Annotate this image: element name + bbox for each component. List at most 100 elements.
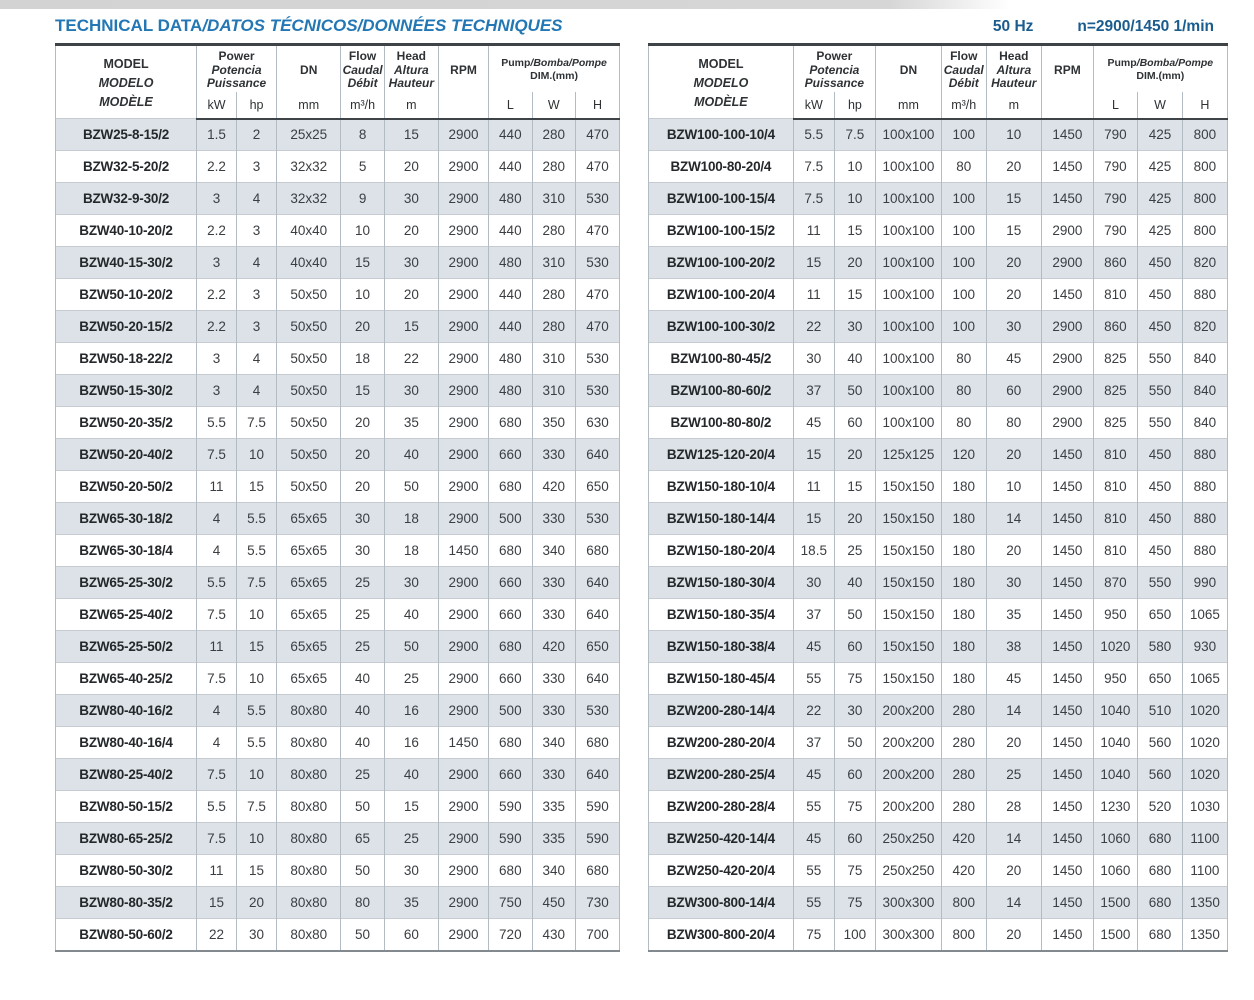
col-head-en: Head — [999, 49, 1029, 64]
rpm-cell: 2900 — [437, 758, 490, 791]
hp-cell: 15 — [236, 470, 278, 503]
head-cell: 30 — [383, 182, 439, 215]
head-cell: 16 — [383, 726, 439, 759]
unit-l: L — [488, 91, 533, 120]
dn-cell: 100x100 — [874, 214, 942, 247]
flow-cell: 20 — [340, 406, 385, 439]
dim-w-cell: 310 — [531, 374, 576, 407]
col-dn-label: DN — [899, 62, 918, 77]
flow-cell: 100 — [940, 246, 987, 279]
table-row: BZW50-18-22/2 3 4 50x50 18 22 2900 480 310 530 — [54, 342, 621, 375]
hp-cell: 20 — [833, 438, 876, 471]
flow-cell: 100 — [940, 310, 987, 343]
unit-rpm — [437, 91, 490, 120]
col-dim-title: Pump/Bomba/Pompe — [490, 57, 618, 70]
dim-h-cell: 640 — [574, 662, 621, 695]
dim-h-cell: 470 — [574, 214, 621, 247]
dn-cell: 65x65 — [276, 630, 342, 663]
dn-cell: 40x40 — [276, 214, 342, 247]
dn-cell: 80x80 — [276, 886, 342, 919]
table-row: BZW250-420-14/4 45 60 250x250 420 14 1450 1060 6… — [648, 822, 1229, 855]
dim-w-cell: 560 — [1137, 758, 1183, 791]
dim-w-cell: 330 — [531, 438, 576, 471]
rpm-cell: 1450 — [1041, 630, 1094, 663]
hp-cell: 10 — [236, 662, 278, 695]
rpm-cell: 2900 — [1041, 214, 1094, 247]
table-row: BZW100-100-15/4 7.5 10 100x100 100 15 1450 790 4… — [648, 182, 1229, 215]
model-cell: BZW80-50-15/2 — [54, 790, 198, 823]
kw-cell: 11 — [792, 214, 835, 247]
dim-l-cell: 1040 — [1092, 694, 1139, 727]
rpm-cell: 1450 — [1041, 182, 1094, 215]
dim-l-cell: 440 — [488, 278, 533, 311]
rpm-cell: 2900 — [437, 630, 490, 663]
flow-cell: 420 — [940, 822, 987, 855]
dim-l-cell: 500 — [488, 502, 533, 535]
unit-dn: mm — [874, 91, 942, 120]
table-row: BZW125-120-20/4 15 20 125x125 120 20 1450 810 45… — [648, 438, 1229, 471]
table-header: MODEL MODELO MODÈLE Power Potencia Puiss… — [648, 43, 1229, 120]
rpm-cell: 1450 — [1041, 150, 1094, 183]
dn-cell: 150x150 — [874, 534, 942, 567]
head-cell: 15 — [383, 118, 439, 151]
rpm-cell: 1450 — [1041, 854, 1094, 887]
dim-w-cell: 550 — [1137, 374, 1183, 407]
head-cell: 30 — [383, 246, 439, 279]
dim-w-cell: 340 — [531, 726, 576, 759]
model-cell: BZW50-20-50/2 — [54, 470, 198, 503]
table-row: BZW40-10-20/2 2.2 3 40x40 10 20 2900 440 280 470 — [54, 214, 621, 247]
model-cell: BZW150-180-38/4 — [648, 630, 794, 663]
dim-l-cell: 660 — [488, 598, 533, 631]
dim-l-cell: 790 — [1092, 118, 1139, 151]
rpm-cell: 2900 — [437, 374, 490, 407]
unit-hp: hp — [236, 91, 278, 120]
dim-w-cell: 425 — [1137, 182, 1183, 215]
flow-cell: 5 — [340, 150, 385, 183]
head-cell: 20 — [985, 918, 1043, 952]
model-cell: BZW50-18-22/2 — [54, 342, 198, 375]
rpm-cell: 1450 — [1041, 790, 1094, 823]
dn-cell: 100x100 — [874, 374, 942, 407]
model-cell: BZW65-25-50/2 — [54, 630, 198, 663]
col-flow-en: Flow — [950, 49, 978, 64]
dim-h-cell: 640 — [574, 438, 621, 471]
hp-cell: 25 — [833, 534, 876, 567]
table-row: BZW300-800-20/4 75 100 300x300 800 20 1450 1500… — [648, 918, 1229, 952]
rpm-cell: 2900 — [437, 790, 490, 823]
flow-cell: 10 — [340, 278, 385, 311]
flow-cell: 40 — [340, 662, 385, 695]
dim-w-cell: 330 — [531, 694, 576, 727]
head-cell: 15 — [383, 310, 439, 343]
table-row: BZW50-15-30/2 3 4 50x50 15 30 2900 480 310 530 — [54, 374, 621, 407]
col-power-fr: Puissance — [206, 75, 267, 90]
dim-l-cell: 1040 — [1092, 758, 1139, 791]
model-cell: BZW50-10-20/2 — [54, 278, 198, 311]
kw-cell: 55 — [792, 854, 835, 887]
kw-cell: 18.5 — [792, 534, 835, 567]
dim-l-cell: 810 — [1092, 470, 1139, 503]
dim-w-cell: 450 — [1137, 534, 1183, 567]
dn-cell: 150x150 — [874, 598, 942, 631]
model-cell: BZW80-40-16/4 — [54, 726, 198, 759]
hp-cell: 50 — [833, 598, 876, 631]
dn-cell: 80x80 — [276, 918, 342, 952]
kw-cell: 4 — [196, 694, 238, 727]
rpm-cell: 2900 — [437, 150, 490, 183]
dn-cell: 300x300 — [874, 918, 942, 952]
dim-h-cell: 470 — [574, 310, 621, 343]
model-cell: BZW150-180-35/4 — [648, 598, 794, 631]
dim-w-cell: 335 — [531, 790, 576, 823]
kw-cell: 3 — [196, 246, 238, 279]
model-cell: BZW150-180-14/4 — [648, 502, 794, 535]
table-row: BZW65-25-50/2 11 15 65x65 25 50 2900 680 420 650 — [54, 630, 621, 663]
head-cell: 20 — [985, 534, 1043, 567]
dim-h-cell: 680 — [574, 726, 621, 759]
dim-h-cell: 800 — [1181, 150, 1229, 183]
table-row: BZW50-20-35/2 5.5 7.5 50x50 20 35 2900 680 350 63… — [54, 406, 621, 439]
kw-cell: 15 — [196, 886, 238, 919]
table-row: BZW200-280-25/4 45 60 200x200 280 25 1450 1040 5… — [648, 758, 1229, 791]
col-dim: Pump/Bomba/Pompe DIM.(mm) — [488, 43, 620, 92]
kw-cell: 2.2 — [196, 310, 238, 343]
rpm-cell: 2900 — [437, 310, 490, 343]
hp-cell: 30 — [833, 694, 876, 727]
